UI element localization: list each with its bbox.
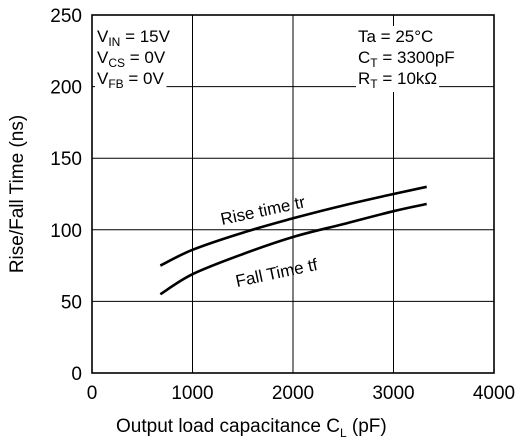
condition-bg [356, 47, 457, 71]
fall-time-label: Fall Time tf [234, 255, 320, 291]
condition-bg [95, 26, 173, 50]
x-axis-unit: (pF) [352, 416, 387, 437]
condition-bg [356, 26, 436, 47]
series-line-fall-time [159, 202, 427, 296]
series-line-rise-time [159, 185, 427, 267]
y-tick-label: 150 [50, 149, 82, 170]
x-axis-symbol: C [326, 416, 340, 437]
y-tick-label: 50 [61, 292, 82, 313]
condition-bg [95, 47, 168, 71]
y-tick-label: 250 [50, 6, 82, 27]
y-tick-label: 0 [71, 364, 82, 385]
y-tick-labels: 0 50 100 150 200 250 [50, 6, 82, 385]
y-tick-label: 200 [50, 78, 82, 99]
x-axis-label: Output load capacitance CL (pF) [116, 416, 387, 440]
condition-line: VFB = 0V [97, 69, 165, 91]
condition-bg [356, 68, 440, 92]
series-curves [159, 185, 427, 296]
condition-line: RT = 10kΩ [358, 69, 437, 91]
x-tick-label: 0 [87, 383, 98, 404]
x-axis-label-text: Output load capacitance [116, 416, 321, 437]
y-tick-label: 100 [50, 221, 82, 242]
condition-bg [95, 68, 167, 92]
x-tick-label: 4000 [473, 383, 515, 404]
x-tick-label: 3000 [372, 383, 414, 404]
x-axis-symbol-sub: L [340, 426, 347, 440]
condition-line: Ta = 25°C [358, 27, 433, 46]
x-tick-labels: 0 1000 2000 3000 4000 [87, 383, 515, 404]
x-tick-label: 1000 [171, 383, 213, 404]
x-tick-label: 2000 [272, 383, 314, 404]
plot-frame [91, 14, 495, 374]
condition-line: CT = 3300pF [358, 48, 455, 70]
y-axis-label: Rise/Fall Time (ns) [7, 115, 28, 273]
condition-line: VIN = 15V [97, 27, 171, 49]
condition-line: VCS = 0V [97, 48, 166, 70]
rise-time-label: Rise time tr [219, 192, 307, 229]
